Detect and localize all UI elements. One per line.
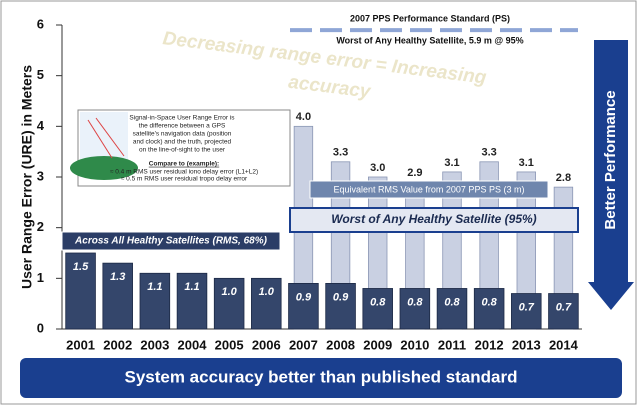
- data-label: 0.9: [333, 291, 349, 303]
- inset-compare: ≈ 0.5 m RMS user residual tropo delay er…: [121, 176, 248, 183]
- x-tick-label: 2008: [326, 337, 355, 352]
- inset-text: satellite's navigation data (position: [133, 131, 232, 138]
- banner: [20, 358, 622, 398]
- bar: [139, 272, 171, 330]
- data-label: 1.5: [73, 261, 89, 273]
- y-tick-label: 5: [37, 67, 44, 82]
- x-tick-label: 2012: [475, 337, 504, 352]
- arrow-label: Better Performance: [602, 90, 619, 229]
- data-label: 1.0: [221, 286, 237, 298]
- bar: [436, 288, 468, 330]
- data-label: 0.8: [481, 296, 497, 308]
- bar: [511, 293, 542, 330]
- bar: [399, 288, 431, 330]
- data-label: 1.0: [259, 286, 275, 298]
- data-label: 3.0: [370, 162, 385, 174]
- bar: [362, 288, 393, 330]
- y-axis-label: User Range Error (URE) in Meters: [19, 65, 35, 289]
- bar: [102, 262, 133, 330]
- data-label: 1.1: [184, 281, 199, 293]
- bar: [325, 282, 356, 330]
- x-tick-label: 2011: [438, 337, 466, 352]
- x-tick-label: 2005: [215, 337, 244, 352]
- annotations: Equivalent RMS Value from 2007 PPS PS (3…: [61, 109, 579, 251]
- y-tick-label: 2: [37, 219, 44, 234]
- inset-text: the difference between a GPS: [139, 123, 226, 130]
- inset-earth: [70, 156, 138, 180]
- x-tick-label: 2002: [103, 337, 132, 352]
- y-tick-label: 1: [37, 270, 44, 285]
- x-tick-label: 2004: [178, 337, 208, 352]
- data-label: 2.9: [407, 167, 422, 179]
- equivalent-rms-box: [309, 180, 549, 199]
- data-label: 1.3: [110, 271, 125, 283]
- bar: [288, 282, 319, 330]
- bar: [176, 272, 208, 330]
- data-label: 0.8: [407, 296, 423, 308]
- reference-label: Worst of Any Healthy Satellite, 5.9 m @ …: [336, 35, 523, 45]
- data-label: 0.7: [556, 301, 572, 313]
- y-tick-label: 4: [37, 118, 45, 133]
- banner-text: System accuracy better than published st…: [124, 367, 517, 386]
- data-label: 1.1: [147, 281, 162, 293]
- rms-series-box: [61, 231, 281, 251]
- x-tick-label: 2013: [512, 337, 541, 352]
- data-label: 0.8: [370, 296, 386, 308]
- data-label: 3.3: [481, 147, 496, 159]
- data-label: 3.1: [444, 157, 459, 169]
- worst-series-box: [289, 207, 579, 233]
- inset-compare: ≈ 0.4 m RMS user residual iono delay err…: [110, 169, 258, 176]
- y-tick-label: 3: [37, 168, 44, 183]
- bar: [473, 288, 505, 330]
- legend-label: Across All Healthy Satellites (RMS, 68%): [74, 236, 268, 247]
- x-tick-label: 2010: [400, 337, 429, 352]
- x-tick-label: 2003: [140, 337, 169, 352]
- bar: [65, 252, 96, 330]
- inset-text: on the line-of-sight to the user: [139, 147, 226, 154]
- x-tick-label: 2009: [363, 337, 392, 352]
- data-label: 0.7: [519, 301, 535, 313]
- data-label: 4.0: [296, 111, 311, 123]
- y-tick-label: 0: [37, 320, 44, 335]
- inset-compare-title: Compare to (example):: [149, 161, 219, 168]
- bar: [251, 277, 282, 330]
- data-label: 3.1: [519, 157, 534, 169]
- data-label: 3.3: [333, 147, 348, 159]
- x-tick-label: 2014: [549, 337, 579, 352]
- data-label: 0.8: [444, 296, 460, 308]
- equivalent-rms-label: Equivalent RMS Value from 2007 PPS PS (3…: [334, 184, 525, 194]
- inset-ray: [95, 117, 125, 157]
- x-tick-label: 2006: [252, 337, 281, 352]
- y-tick-label: 6: [37, 16, 44, 31]
- bar: [548, 293, 579, 330]
- inset-text: and clock) and the truth, projected: [133, 139, 232, 146]
- bar: [213, 277, 245, 330]
- data-label: 2.8: [556, 172, 571, 184]
- inset-ray: [87, 119, 113, 159]
- data-label: 0.9: [296, 291, 312, 303]
- reference-title: 2007 PPS Performance Standard (PS): [350, 13, 510, 23]
- x-tick-label: 2001: [66, 337, 95, 352]
- inset-illustration: [80, 112, 128, 162]
- better-performance-arrow: [588, 40, 634, 310]
- inset-text: Signal-in-Space User Range Error is: [129, 115, 235, 122]
- legend-label: Worst of Any Healthy Satellite (95%): [331, 212, 536, 226]
- x-tick-label: 2007: [289, 337, 318, 352]
